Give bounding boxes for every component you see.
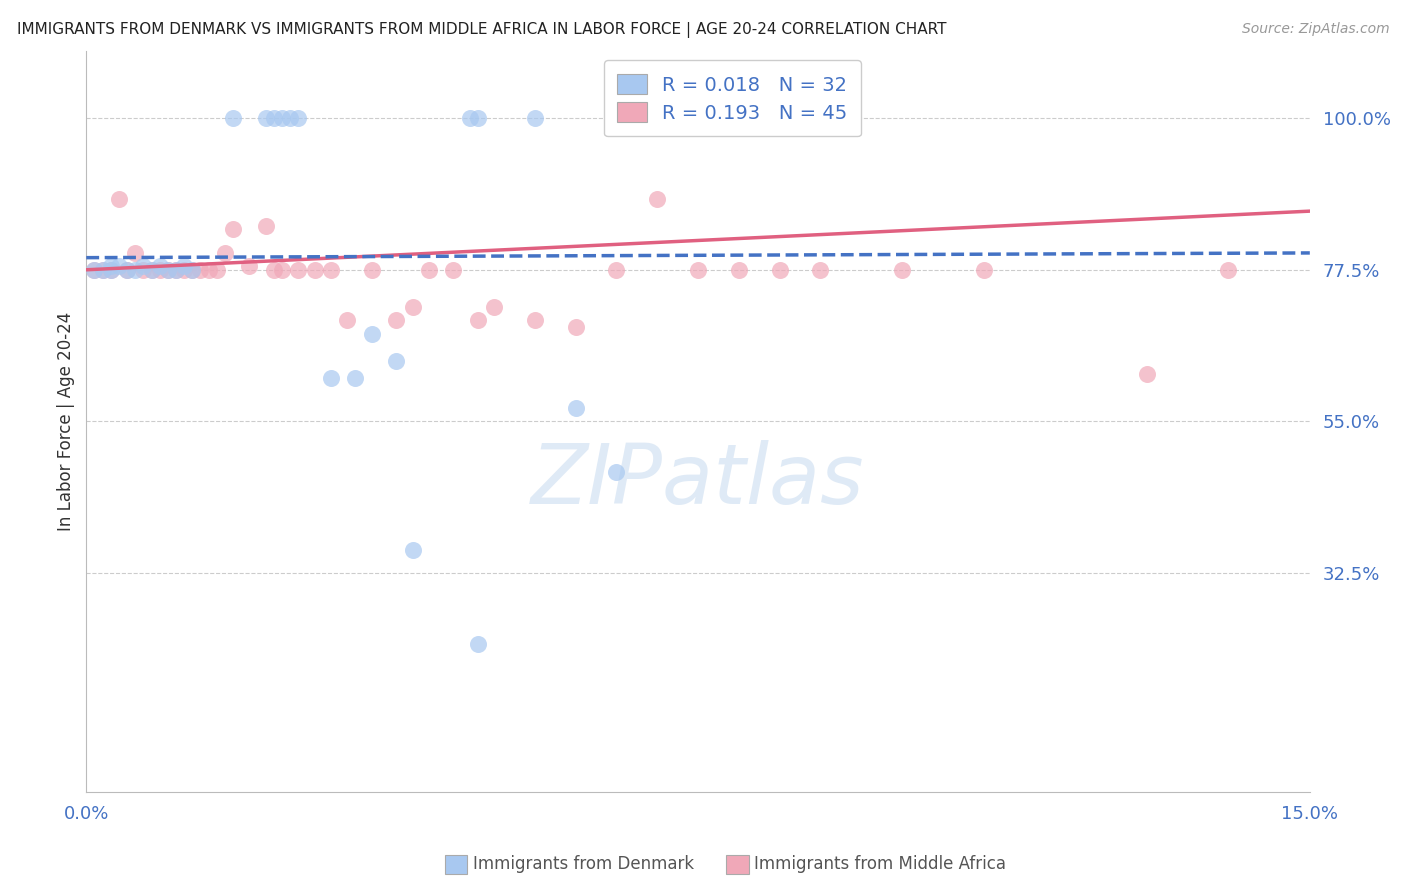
Point — [304, 262, 326, 277]
Point — [197, 262, 219, 277]
Point — [482, 300, 505, 314]
Point — [401, 542, 423, 557]
Point — [319, 370, 342, 384]
Text: Immigrants from Middle Africa: Immigrants from Middle Africa — [754, 855, 1007, 873]
Text: ZIPatlas: ZIPatlas — [531, 441, 865, 521]
Point — [108, 192, 131, 206]
Point — [287, 111, 309, 125]
Point — [645, 192, 668, 206]
Point — [385, 313, 408, 327]
Point — [214, 246, 236, 260]
Point — [115, 262, 138, 277]
Point — [808, 262, 831, 277]
Point — [91, 262, 114, 277]
Text: IMMIGRANTS FROM DENMARK VS IMMIGRANTS FROM MIDDLE AFRICA IN LABOR FORCE | AGE 20: IMMIGRANTS FROM DENMARK VS IMMIGRANTS FR… — [17, 22, 946, 38]
Point — [686, 262, 709, 277]
Point — [605, 262, 627, 277]
Point — [336, 313, 359, 327]
Point — [271, 111, 294, 125]
Point — [83, 262, 105, 277]
Point — [263, 262, 285, 277]
Point — [360, 326, 382, 341]
Point — [156, 262, 179, 277]
Text: Immigrants from Denmark: Immigrants from Denmark — [472, 855, 695, 873]
Point — [173, 260, 195, 274]
Point — [418, 262, 440, 277]
Point — [263, 111, 285, 125]
Point — [523, 313, 546, 327]
Point — [149, 260, 172, 274]
Point — [360, 262, 382, 277]
Point — [254, 111, 277, 125]
Point — [605, 111, 627, 125]
Point — [271, 262, 294, 277]
Point — [344, 370, 367, 384]
Point — [141, 262, 163, 277]
Point — [156, 262, 179, 277]
Text: Source: ZipAtlas.com: Source: ZipAtlas.com — [1241, 22, 1389, 37]
Point — [319, 262, 342, 277]
Point — [124, 262, 146, 277]
Point — [768, 262, 790, 277]
Point — [385, 353, 408, 368]
Point — [100, 262, 122, 277]
Point — [287, 262, 309, 277]
Point — [165, 262, 187, 277]
Point — [124, 246, 146, 260]
Point — [441, 262, 464, 277]
Point — [132, 260, 155, 274]
Point — [727, 262, 749, 277]
Point — [222, 111, 245, 125]
Point — [605, 465, 627, 479]
Point — [564, 320, 586, 334]
Point — [205, 262, 228, 277]
Point — [467, 111, 489, 125]
Legend: R = 0.018   N = 32, R = 0.193   N = 45: R = 0.018 N = 32, R = 0.193 N = 45 — [603, 61, 860, 136]
Point — [458, 111, 481, 125]
Point — [973, 262, 995, 277]
Point — [181, 262, 204, 277]
Point — [108, 260, 131, 274]
Point — [1136, 368, 1159, 382]
Point — [91, 262, 114, 277]
Point — [132, 262, 155, 277]
Point — [891, 262, 914, 277]
Point — [165, 262, 187, 277]
Y-axis label: In Labor Force | Age 20-24: In Labor Force | Age 20-24 — [58, 312, 75, 531]
Point — [401, 300, 423, 314]
Point — [467, 637, 489, 651]
Point — [149, 262, 172, 277]
Point — [83, 262, 105, 277]
Point — [115, 262, 138, 277]
Point — [523, 111, 546, 125]
Point — [100, 260, 122, 274]
Point — [173, 262, 195, 277]
Point — [141, 262, 163, 277]
Point — [467, 313, 489, 327]
Point — [278, 111, 301, 125]
Point — [1218, 262, 1240, 277]
Point — [254, 219, 277, 233]
Point — [564, 401, 586, 415]
Point — [181, 262, 204, 277]
Point — [190, 262, 212, 277]
Point — [100, 262, 122, 277]
Point — [222, 222, 245, 236]
Point — [238, 260, 260, 274]
